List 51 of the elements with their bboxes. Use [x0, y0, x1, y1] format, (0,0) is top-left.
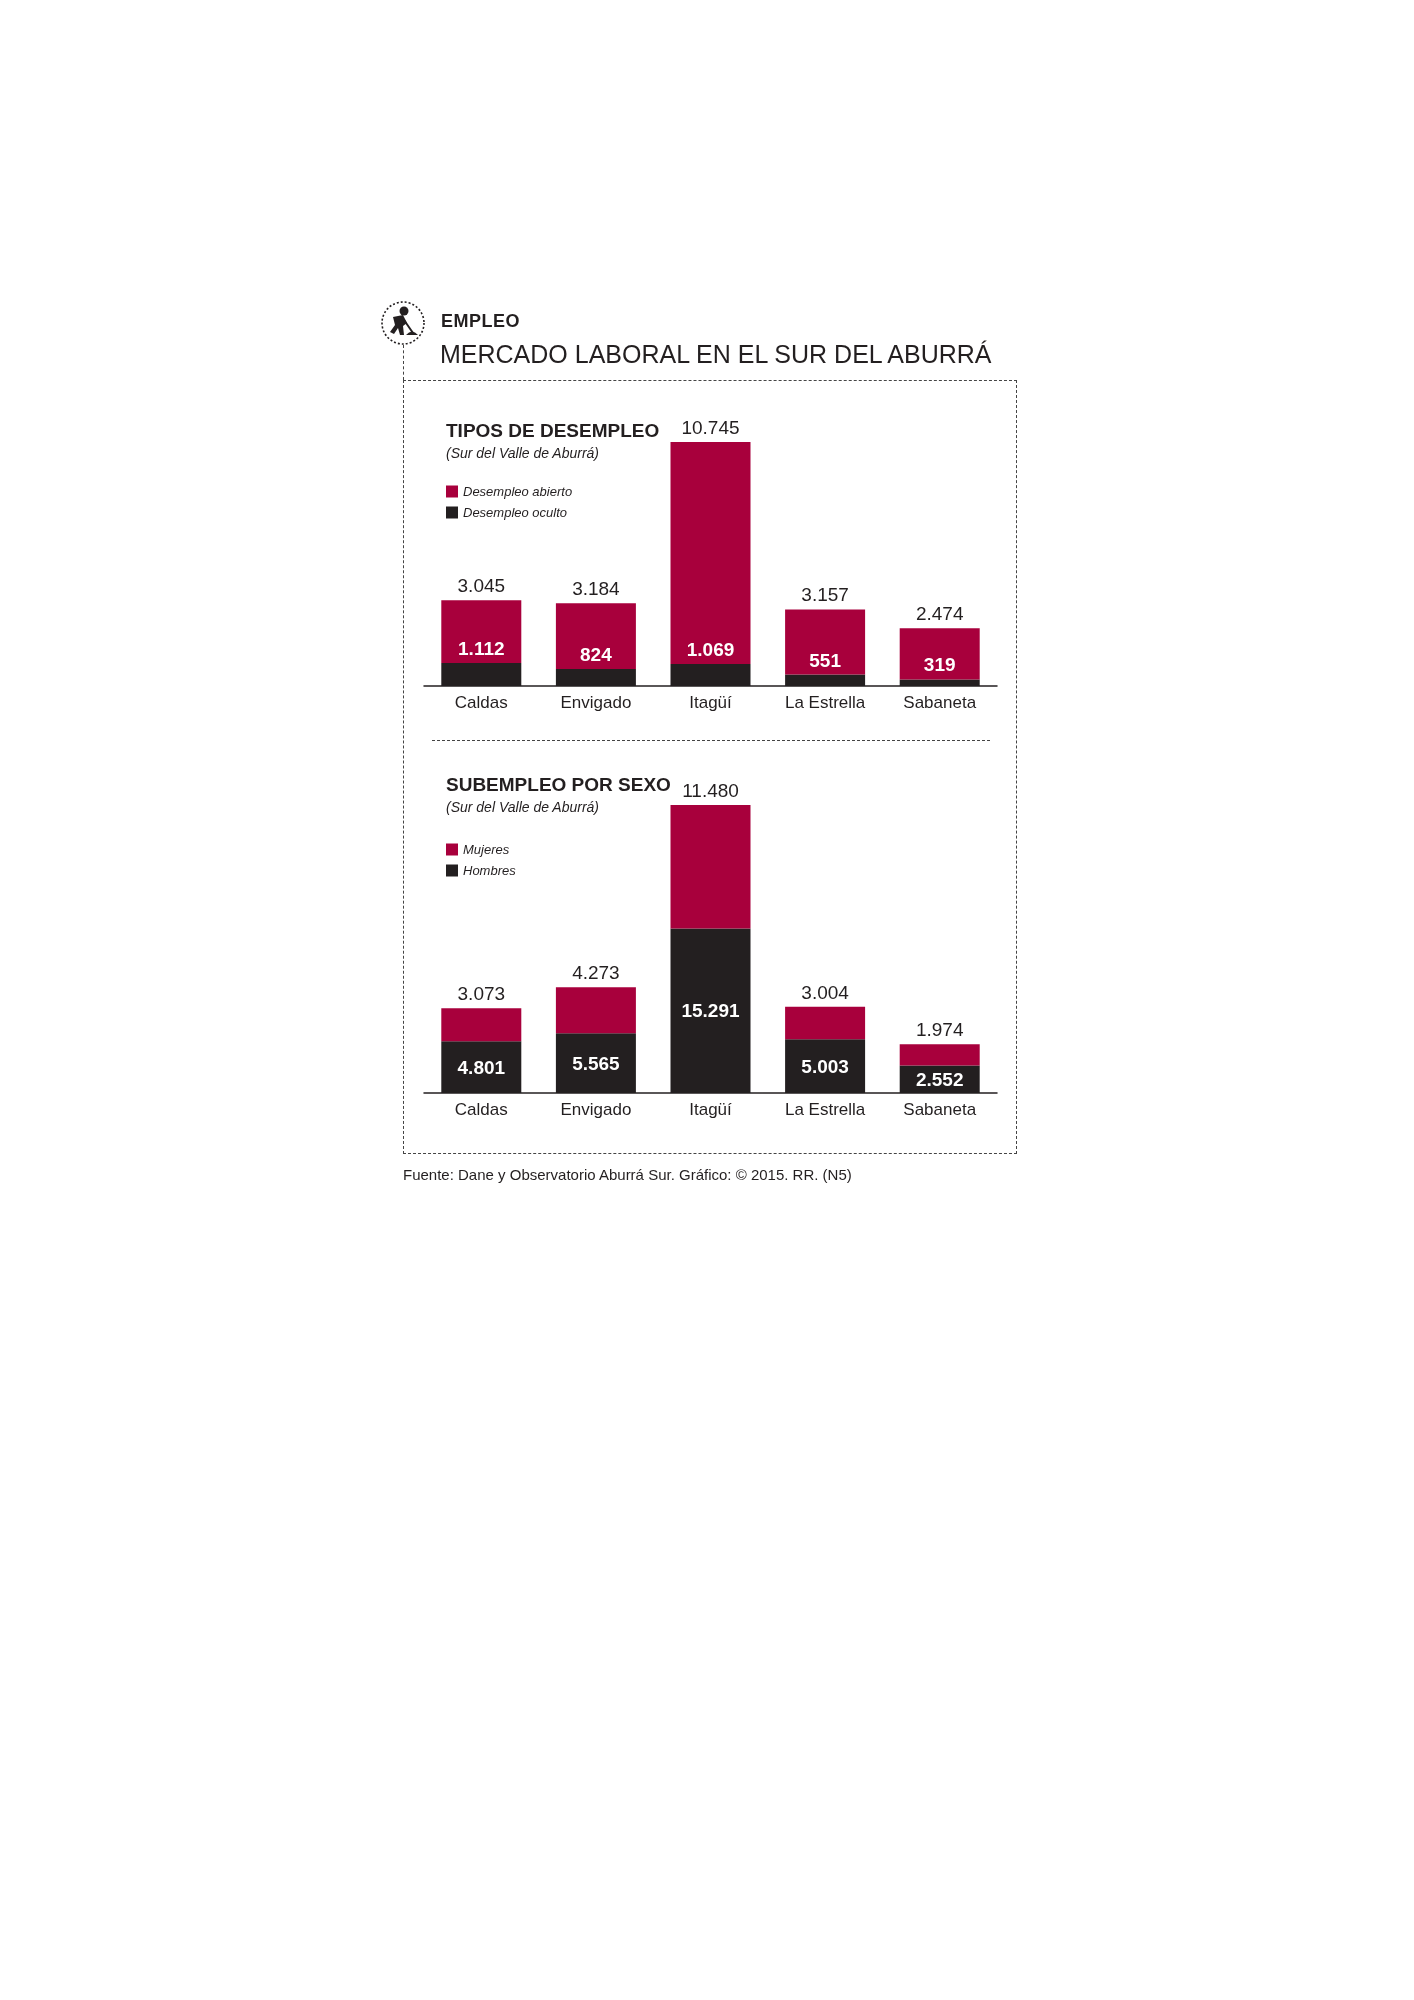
text: MERCADO LABORAL EN EL SUR DEL ABURRÁ	[440, 340, 992, 369]
text: EMPLEO	[441, 311, 521, 332]
data-label: 1.069	[686, 638, 735, 660]
data-label: 3.073	[457, 983, 506, 1005]
data-label: 319	[923, 654, 956, 676]
x-tick-label: Sabaneta	[903, 1100, 977, 1119]
bar	[555, 987, 636, 1034]
x-tick-label: Itagüí	[689, 1100, 733, 1119]
data-label: 5.003	[801, 1055, 849, 1077]
data-label: 5.565	[572, 1052, 621, 1074]
x-tick-label: La Estrella	[784, 1100, 866, 1119]
data-label: 1.974	[915, 1019, 964, 1041]
legend-label: Desempleo oculto	[463, 505, 568, 520]
data-label: 2.474	[915, 603, 964, 625]
legend-label: Mujeres	[463, 842, 510, 857]
data-label: 824	[580, 643, 613, 665]
legend-label: Hombres	[463, 863, 517, 878]
legend-label: Desempleo abierto	[463, 484, 573, 499]
chart-title: TIPOS DE DESEMPLEO	[446, 420, 660, 441]
chart-title: SUBEMPLEO POR SEXO	[446, 774, 671, 795]
x-tick-label: Caldas	[454, 693, 508, 712]
bar	[899, 1044, 980, 1066]
bar	[555, 603, 636, 669]
bar	[899, 628, 980, 680]
data-label: 11.480	[682, 780, 739, 801]
x-tick-label: Itagüí	[689, 693, 733, 712]
bar	[785, 1006, 866, 1040]
data-label: 1.112	[458, 638, 505, 660]
data-label: 3.157	[801, 584, 849, 606]
bar	[441, 1008, 522, 1042]
data-label: 3.004	[801, 981, 850, 1003]
x-tick-label: La Estrella	[784, 693, 866, 712]
source-note: Fuente: Dane y Observatorio Aburrá Sur. Gráfico: © 2015. RR. (N5)	[403, 1166, 852, 1183]
data-label: 4.801	[457, 1056, 506, 1078]
data-label: 4.273	[572, 962, 620, 984]
x-tick-label: Sabaneta	[903, 693, 977, 712]
x-tick-label: Envigado	[560, 693, 632, 712]
x-tick-label: Envigado	[560, 1100, 632, 1119]
chart-subtitle: (Sur del Valle de Aburrá)	[446, 799, 600, 815]
data-label: 3.045	[457, 575, 506, 597]
data-label: 2.552	[915, 1068, 964, 1090]
bar	[670, 442, 751, 664]
data-label: 15.291	[681, 1000, 740, 1022]
data-label: 3.184	[572, 578, 621, 600]
bar	[441, 600, 522, 664]
data-label: 551	[809, 649, 842, 671]
bar	[785, 609, 866, 675]
chart-subtitle: (Sur del Valle de Aburrá)	[446, 445, 600, 461]
bar	[670, 805, 751, 929]
data-label: 10.745	[681, 417, 740, 438]
x-tick-label: Caldas	[454, 1100, 508, 1119]
